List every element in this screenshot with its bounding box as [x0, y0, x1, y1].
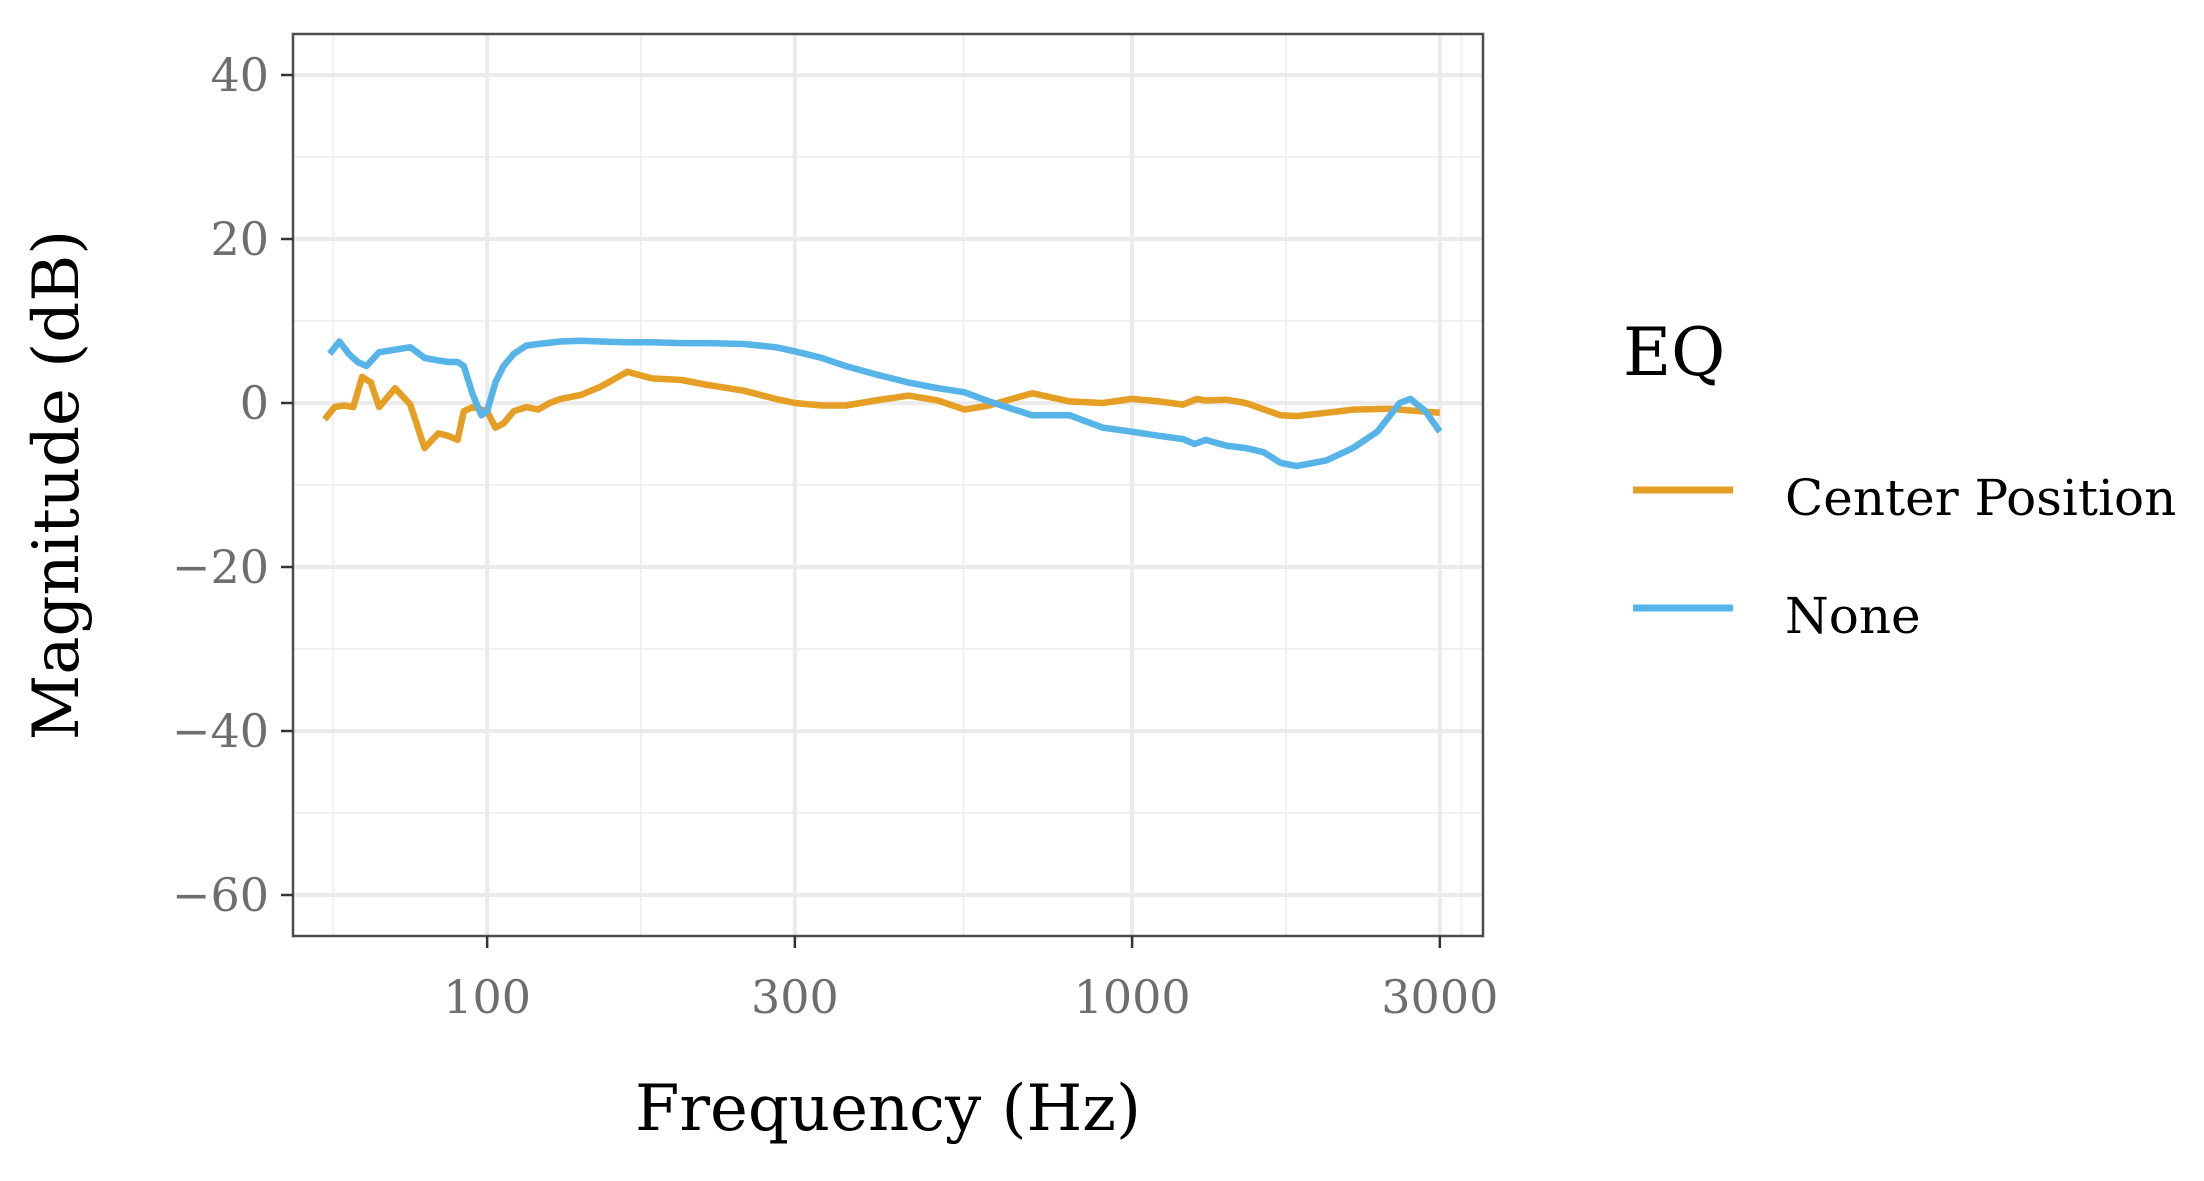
y-tick-label: −40 [172, 704, 269, 758]
y-tick-label: −20 [172, 540, 269, 594]
y-tick-label: 20 [210, 212, 269, 266]
y-tick-label: 40 [210, 48, 269, 102]
major-gridlines [293, 34, 1483, 936]
series-line-center-position [322, 368, 1441, 452]
legend-title: EQ [1623, 314, 1725, 391]
legend-label-center-position: Center Position [1785, 469, 2176, 527]
y-tick-label: 0 [240, 376, 269, 430]
y-axis-title: Magnitude (dB) [20, 230, 94, 740]
x-tick-label: 300 [751, 970, 839, 1024]
minor-gridlines [293, 34, 1483, 936]
y-tick-label: −60 [172, 868, 269, 922]
legend-label-none: None [1785, 587, 1921, 645]
series-line-none [327, 337, 1443, 470]
x-axis-title: Frequency (Hz) [635, 1072, 1141, 1146]
x-tick-label: 3000 [1381, 970, 1498, 1024]
x-axis: 100 300 1000 3000 [443, 936, 1498, 1024]
plot-panel-border [291, 32, 1485, 938]
x-tick-label: 1000 [1074, 970, 1191, 1024]
legend: EQ Center Position None [1623, 314, 2176, 645]
y-axis: −60 −40 −20 0 20 40 [172, 48, 293, 922]
x-tick-label: 100 [443, 970, 531, 1024]
series-layer [322, 337, 1443, 470]
